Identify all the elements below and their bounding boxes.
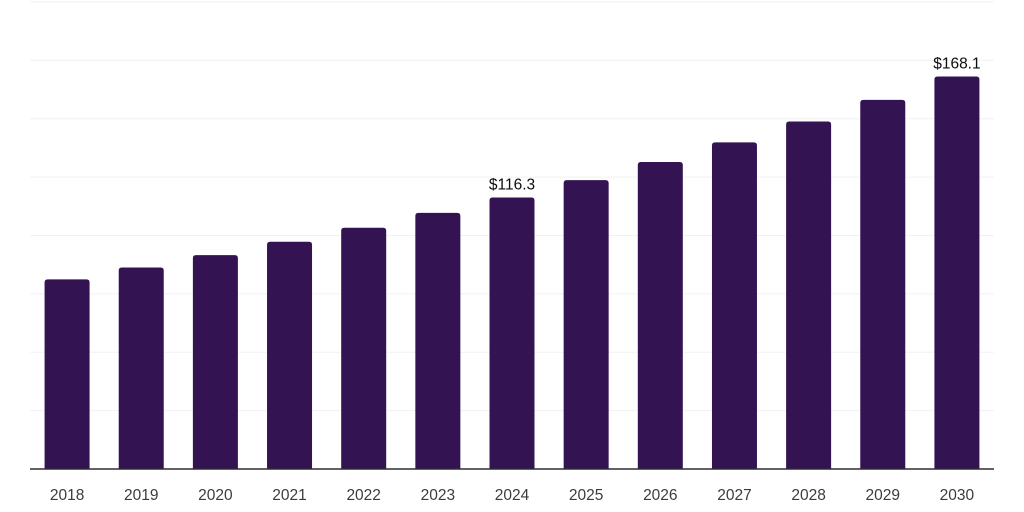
- x-tick-2027: 2027: [717, 487, 751, 504]
- bar-2023: [415, 212, 461, 469]
- bar-2024: [489, 197, 535, 469]
- bar-2028: [786, 121, 832, 469]
- bar-2021: [267, 241, 313, 469]
- x-tick-2028: 2028: [791, 487, 825, 504]
- x-tick-2025: 2025: [569, 487, 603, 504]
- bar-2019: [118, 267, 164, 469]
- bar-2029: [860, 99, 906, 470]
- x-tick-2023: 2023: [421, 487, 455, 504]
- x-tick-2022: 2022: [346, 487, 380, 504]
- value-label-2030: $168.1: [933, 55, 980, 72]
- x-tick-2018: 2018: [50, 487, 84, 504]
- bar-2027: [711, 142, 757, 469]
- x-tick-2019: 2019: [124, 487, 158, 504]
- x-tick-2024: 2024: [495, 487, 530, 504]
- x-tick-2029: 2029: [866, 487, 900, 504]
- bar-2030: [934, 76, 980, 469]
- x-tick-2030: 2030: [940, 487, 975, 504]
- bar-2026: [637, 161, 683, 469]
- x-tick-2020: 2020: [198, 487, 233, 504]
- bar-2020: [192, 255, 238, 469]
- value-label-2024: $116.3: [489, 176, 535, 193]
- bar-2022: [341, 227, 387, 469]
- bar-2018: [44, 279, 90, 469]
- x-tick-2026: 2026: [643, 487, 677, 504]
- bar-2025: [563, 180, 609, 469]
- x-tick-2021: 2021: [272, 487, 306, 504]
